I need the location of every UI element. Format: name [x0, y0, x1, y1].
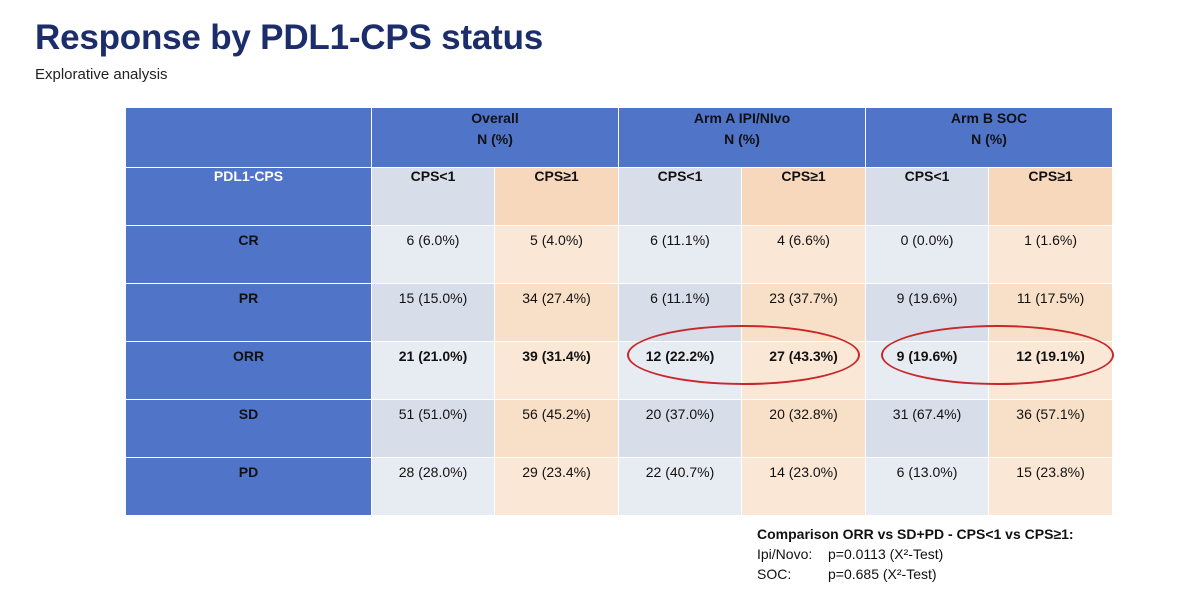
table-cell: 34 (27.4%) — [493, 283, 620, 342]
row-label: PD — [125, 457, 372, 516]
table-cell: 4 (6.6%) — [741, 225, 867, 284]
subheader-cps-ge: CPS≥1 — [741, 167, 867, 226]
table-row-sd: SD 51 (51.0%) 56 (45.2%) 20 (37.0%) 20 (… — [125, 399, 1114, 458]
row-label: PR — [125, 283, 372, 342]
table-cell: 14 (23.0%) — [741, 457, 867, 516]
notes-label: Ipi/Novo: — [757, 546, 813, 562]
table-cell: 22 (40.7%) — [618, 457, 743, 516]
table-cell: 51 (51.0%) — [371, 399, 495, 458]
highlight-circle-arm-b — [881, 325, 1114, 385]
notes-value: p=0.685 (X²-Test) — [828, 566, 937, 582]
notes-line-soc: SOC: p=0.685 (X²-Test) — [757, 564, 1074, 584]
table-row-pd: PD 28 (28.0%) 29 (23.4%) 22 (40.7%) 14 (… — [125, 457, 1114, 516]
table-row-cr: CR 6 (6.0%) 5 (4.0%) 6 (11.1%) 4 (6.6%) … — [125, 225, 1114, 284]
table-cell: 1 (1.6%) — [988, 225, 1114, 284]
group-header-arm-b: Arm B SOC N (%) — [865, 107, 1114, 168]
table-cell: 20 (37.0%) — [618, 399, 743, 458]
subheader-cps-ge: CPS≥1 — [988, 167, 1114, 226]
group-header-overall: Overall N (%) — [370, 107, 620, 168]
row-label: CR — [125, 225, 372, 284]
notes-line-ipi-novo: Ipi/Novo: p=0.0113 (X²-Test) — [757, 544, 1074, 564]
statistics-notes: Comparison ORR vs SD+PD - CPS<1 vs CPS≥1… — [757, 524, 1074, 584]
page-subtitle: Explorative analysis — [35, 66, 168, 83]
page-title: Response by PDL1-CPS status — [35, 18, 544, 57]
response-table: Overall N (%) Arm A IPI/NIvo N (%) Arm B… — [125, 107, 1114, 516]
subheader-cps-lt: CPS<1 — [865, 167, 990, 226]
row-label: SD — [125, 399, 372, 458]
table-cell: 5 (4.0%) — [493, 225, 620, 284]
table-cell: 29 (23.4%) — [493, 457, 620, 516]
table-cell: 6 (13.0%) — [865, 457, 990, 516]
table-cell: 36 (57.1%) — [988, 399, 1114, 458]
group-name: Arm A IPI/NIvo — [693, 110, 791, 126]
table-cell: 39 (31.4%) — [493, 341, 620, 400]
table-cell: 21 (21.0%) — [371, 341, 495, 400]
subheader-cps-ge: CPS≥1 — [493, 167, 620, 226]
highlight-circle-arm-a — [627, 325, 860, 385]
notes-label: SOC: — [757, 566, 792, 582]
table-cell: 31 (67.4%) — [865, 399, 990, 458]
table-cell: 56 (45.2%) — [493, 399, 620, 458]
subheader-row: PDL1-CPS CPS<1 CPS≥1 CPS<1 CPS≥1 CPS<1 C… — [125, 167, 1114, 226]
subheader-cps-lt: CPS<1 — [618, 167, 743, 226]
corner-cell — [125, 107, 372, 168]
table-cell: 6 (6.0%) — [371, 225, 495, 284]
group-unit: N (%) — [477, 131, 513, 147]
notes-heading: Comparison ORR vs SD+PD - CPS<1 vs CPS≥1… — [757, 526, 1074, 542]
group-header-arm-a: Arm A IPI/NIvo N (%) — [618, 107, 867, 168]
group-name: Overall — [471, 110, 519, 126]
group-name: Arm B SOC — [950, 110, 1028, 126]
group-header-row: Overall N (%) Arm A IPI/NIvo N (%) Arm B… — [125, 107, 1114, 168]
row-label: ORR — [125, 341, 372, 400]
table-cell: 15 (23.8%) — [988, 457, 1114, 516]
subheader-cps-lt: CPS<1 — [371, 167, 495, 226]
table-cell: 6 (11.1%) — [618, 225, 743, 284]
row-header-label: PDL1-CPS — [125, 167, 372, 226]
table-cell: 0 (0.0%) — [865, 225, 990, 284]
group-unit: N (%) — [971, 131, 1007, 147]
notes-value: p=0.0113 (X²-Test) — [828, 546, 944, 562]
group-unit: N (%) — [724, 131, 760, 147]
table-cell: 15 (15.0%) — [371, 283, 495, 342]
table-cell: 20 (32.8%) — [741, 399, 867, 458]
table-cell: 28 (28.0%) — [371, 457, 495, 516]
